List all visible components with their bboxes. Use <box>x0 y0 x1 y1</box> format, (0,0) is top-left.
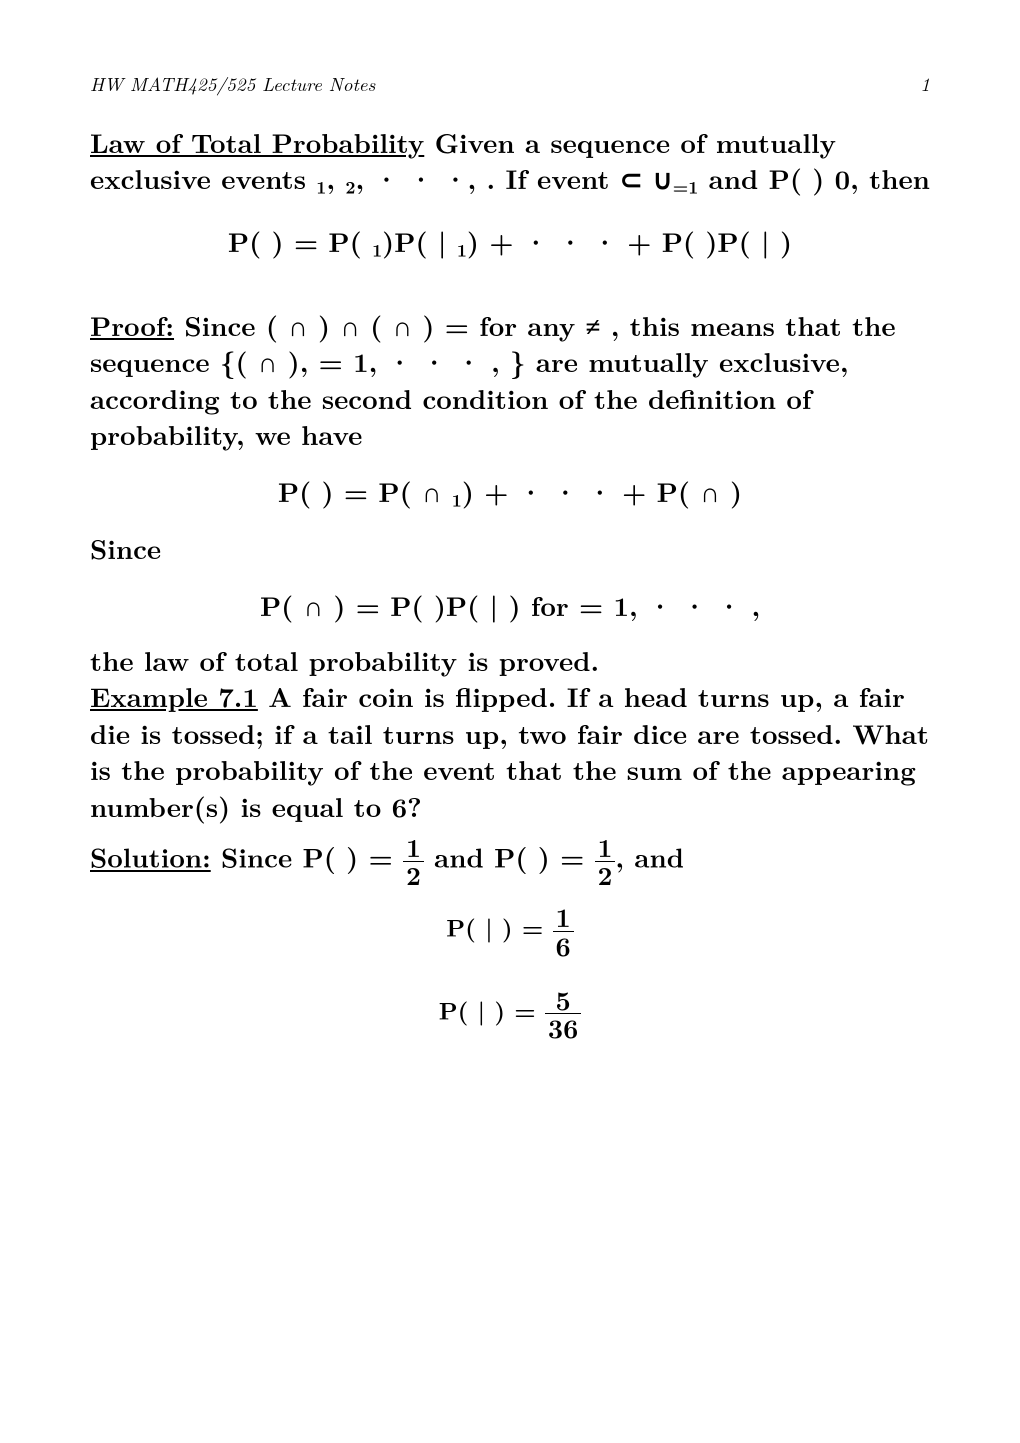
fraction-half-1: 12 <box>403 834 424 889</box>
example-label: Example 7.1 <box>90 676 258 715</box>
eq2-mid: ) + · · · + P( ∩ ) <box>462 471 742 510</box>
page: HW MATH425/525 Lecture Notes 1 Law of To… <box>0 0 1020 1443</box>
comma-2: , <box>355 158 374 197</box>
proof-text: Since ( ∩ ) ∩ ( ∩ ) = for any ≠ , this m… <box>90 305 896 453</box>
frac2-den: 2 <box>595 861 616 889</box>
and-prob: and P( ) 0, then <box>698 158 930 197</box>
seq-sub-2: 2 <box>345 174 355 199</box>
law-title: Law of Total Probability <box>90 122 424 161</box>
equation-5: P( | ) = 536 <box>439 986 582 1042</box>
since-label: Since <box>90 530 930 566</box>
eq1-mid1: )P( | <box>382 221 457 260</box>
comma-1: , <box>326 158 345 197</box>
eq1-lhs: P( ) = P( <box>228 221 372 260</box>
union-sub: =1 <box>673 174 699 199</box>
dots-1: · · · <box>374 158 467 197</box>
eq2-lhs: P( ) = P( ∩ <box>278 471 452 510</box>
comma-3: , <box>468 158 487 197</box>
eq3-text: P( ∩ ) = P( )P( | ) for = 1, · · · , <box>260 585 760 624</box>
solution-text-1: Since P( ) = <box>211 837 403 876</box>
proof-paragraph: Proof: Since ( ∩ ) ∩ ( ∩ ) = for any ≠ ,… <box>90 307 930 453</box>
seq-sub-1: 1 <box>316 174 326 199</box>
equation-stack: P( | ) = 16 P( | ) = 536 <box>90 903 930 1042</box>
eq4-den: 6 <box>553 931 574 960</box>
page-header: HW MATH425/525 Lecture Notes 1 <box>90 70 930 98</box>
if-event: . If event <box>487 158 620 197</box>
solution-label: Solution: <box>90 837 211 876</box>
equation-3: P( ∩ ) = P( )P( | ) for = 1, · · · , <box>90 585 930 624</box>
eq4-lhs: P( | ) = <box>446 911 552 945</box>
subset-union: ⊂ ∪ <box>620 158 673 197</box>
solution-text-3: , and <box>615 837 684 876</box>
eq1-sub1: 1 <box>372 237 382 262</box>
eq1-mid2: ) + · · · + P( )P( | ) <box>467 221 792 260</box>
equation-4: P( | ) = 16 <box>446 903 573 959</box>
example-paragraph: Example 7.1 A fair coin is flipped. If a… <box>90 678 930 824</box>
header-left: HW MATH425/525 Lecture Notes <box>90 70 375 98</box>
solution-text-2: and P( ) = <box>424 837 595 876</box>
frac1-den: 2 <box>403 861 424 889</box>
equation-1: P( ) = P( 1)P( | 1) + · · · + P( )P( | ) <box>90 221 930 263</box>
fraction-half-2: 12 <box>595 834 616 889</box>
eq5-den: 36 <box>545 1013 581 1042</box>
eq5-lhs: P( | ) = <box>439 993 545 1027</box>
solution-line: Solution: Since P( ) = 12 and P( ) = 12,… <box>90 834 930 889</box>
law-paragraph: Law of Total Probability Given a sequenc… <box>90 124 930 200</box>
proof-label: Proof: <box>90 305 174 344</box>
eq2-sub1: 1 <box>452 487 462 512</box>
header-page-number: 1 <box>920 70 930 98</box>
eq1-sub1b: 1 <box>457 237 467 262</box>
fraction-5-36: 536 <box>545 986 581 1042</box>
fraction-1-6: 16 <box>553 903 574 959</box>
equation-2: P( ) = P( ∩ 1) + · · · + P( ∩ ) <box>90 471 930 513</box>
proved-line: the law of total probability is proved. <box>90 642 930 678</box>
